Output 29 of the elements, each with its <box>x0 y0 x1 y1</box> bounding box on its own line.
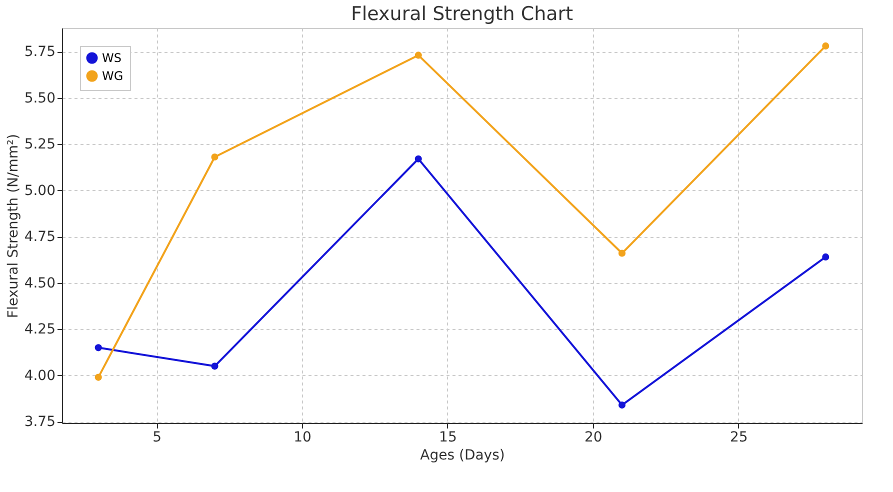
point <box>822 253 830 260</box>
point <box>822 42 830 50</box>
point <box>211 362 218 370</box>
x-tick-label: 5 <box>152 430 162 446</box>
point <box>414 52 422 59</box>
y-tick-label: 5.25 <box>24 136 56 153</box>
x-axis-title: Ages (Days) <box>420 448 505 464</box>
y-tick-label: 4.75 <box>24 229 56 246</box>
point <box>414 155 422 162</box>
point <box>94 344 102 352</box>
y-tick-label: 5.75 <box>24 44 56 60</box>
y-tick-label: 5.00 <box>24 182 56 199</box>
chart-title: Flexural Strength Chart <box>350 3 574 25</box>
y-tick-label: 4.50 <box>24 275 56 292</box>
y-tick-label: 3.75 <box>24 414 56 430</box>
point <box>618 250 626 257</box>
y-tick-label: 5.50 <box>24 90 56 106</box>
legend-label: WS <box>102 51 122 65</box>
legend-label: WG <box>102 69 124 83</box>
x-tick-label: 10 <box>294 430 312 446</box>
y-tick-label: 4.25 <box>24 322 56 338</box>
x-tick-label: 15 <box>439 430 457 446</box>
point <box>618 402 626 409</box>
y-axis-title: Flexural Strength (N/mm²) <box>5 134 22 318</box>
y-tick-label: 4.00 <box>24 368 56 384</box>
point <box>211 153 218 161</box>
x-tick-label: 20 <box>584 430 602 446</box>
point <box>94 374 102 381</box>
x-tick-label: 25 <box>730 430 748 446</box>
